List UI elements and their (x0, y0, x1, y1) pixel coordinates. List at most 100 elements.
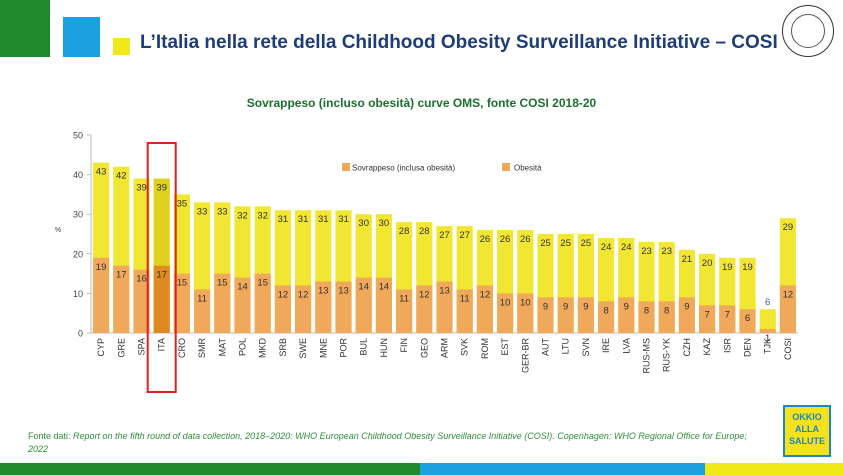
source-citation: Report on the fifth round of data collec… (28, 431, 747, 454)
y-tick-label: 40 (73, 170, 83, 180)
label-overweight-cyp: 43 (96, 167, 107, 178)
label-overweight-arm: 27 (439, 230, 450, 241)
x-tick-label: POR (339, 338, 349, 358)
label-obesity-tjk: 1 (765, 333, 770, 344)
label-overweight-svn: 25 (581, 238, 592, 249)
label-overweight-geo: 28 (419, 226, 430, 237)
label-obesity-cyp: 19 (96, 262, 107, 273)
bar-obesity-czh (678, 297, 695, 333)
label-obesity-aut: 9 (543, 301, 548, 312)
label-obesity-rus-ms: 8 (644, 305, 649, 316)
bar-obesity-den (739, 309, 756, 333)
label-obesity-por: 13 (338, 286, 349, 297)
legend-swatch-overweight (342, 163, 350, 171)
x-tick-label: RUS-MS (642, 338, 652, 374)
bar-obesity-mne (315, 281, 332, 333)
x-tick-label: DEN (743, 338, 753, 357)
label-overweight-mkd: 32 (257, 210, 268, 221)
bar-obesity-swe (295, 285, 312, 333)
label-overweight-ire: 24 (601, 242, 612, 253)
x-tick-label: LTU (561, 338, 571, 354)
x-tick-label: SMR (197, 338, 207, 359)
label-overweight-rom: 26 (480, 234, 491, 245)
x-tick-label: SWE (298, 338, 308, 359)
label-obesity-isr: 7 (725, 309, 730, 320)
slide-title: L’Italia nella rete della Childhood Obes… (140, 32, 778, 53)
source-prefix: Fonte dati: (28, 431, 74, 441)
label-obesity-smr: 11 (197, 293, 207, 304)
bar-obesity-mat (214, 273, 231, 333)
x-tick-label: ISR (722, 338, 732, 354)
label-obesity-czh: 9 (684, 301, 689, 312)
label-overweight-aut: 25 (540, 238, 551, 249)
title-bullet (113, 38, 130, 55)
x-tick-label: ROM (480, 338, 490, 359)
label-overweight-mne: 31 (318, 214, 329, 225)
label-obesity-kaz: 7 (704, 309, 709, 320)
label-overweight-smr: 33 (197, 206, 208, 217)
label-overweight-swe: 31 (298, 214, 309, 225)
y-tick-label: 0 (78, 329, 83, 339)
label-overweight-hun: 30 (379, 218, 390, 229)
bar-obesity-cro (173, 273, 190, 333)
x-tick-label: RUS-YK (662, 338, 672, 372)
label-obesity-gre: 17 (116, 270, 127, 281)
label-obesity-ltu: 9 (563, 301, 568, 312)
istituto-superiore-di-sanita-seal-icon (782, 5, 834, 57)
label-overweight-lva: 24 (621, 242, 632, 253)
label-obesity-ire: 8 (603, 305, 608, 316)
x-tick-label: MAT (217, 338, 227, 357)
legend-label-obesity: Obesità (514, 164, 542, 173)
x-tick-label: FIN (399, 338, 409, 353)
label-obesity-ita: 17 (156, 270, 167, 281)
bar-obesity-ita (153, 265, 170, 333)
label-overweight-ita: 39 (156, 183, 167, 194)
label-obesity-srb: 12 (278, 289, 289, 300)
label-overweight-cro: 35 (177, 198, 188, 209)
x-tick-label: LVA (621, 338, 631, 354)
label-overweight-isr: 19 (722, 262, 733, 273)
label-overweight-pol: 32 (237, 210, 248, 221)
label-overweight-mat: 33 (217, 206, 228, 217)
x-tick-label: SRB (278, 338, 288, 357)
source-note: Fonte dati: Report on the fifth round of… (28, 430, 748, 456)
green-header-block (0, 0, 50, 57)
bar-obesity-ire (598, 301, 615, 333)
label-obesity-svk: 11 (460, 293, 470, 304)
label-overweight-rus-ms: 23 (641, 246, 652, 257)
label-overweight-est: 26 (500, 234, 511, 245)
label-overweight-kaz: 20 (702, 258, 713, 269)
label-obesity-swe: 12 (298, 289, 309, 300)
obesity-bar-chart: 01020304050%4319CYP4217GRE3916SPA3917ITA… (55, 131, 798, 393)
okkio-alla-salute-logo: OKKIO ALLA SALUTE (783, 405, 831, 457)
bar-obesity-fin (396, 289, 413, 333)
bar-obesity-spa (133, 269, 150, 333)
ita-highlight-box (146, 142, 177, 393)
bar-obesity-arm (436, 281, 453, 333)
logo-text: OKKIO ALLA SALUTE (789, 412, 825, 446)
label-overweight-fin: 28 (399, 226, 410, 237)
x-tick-label: POL (238, 338, 248, 356)
x-tick-label: KAZ (702, 338, 712, 356)
bar-obesity-svn (577, 297, 594, 333)
x-tick-label: BUL (359, 338, 369, 356)
bar-obesity-rom (476, 285, 493, 333)
label-overweight-ltu: 25 (560, 238, 571, 249)
label-obesity-pol: 14 (237, 282, 248, 293)
y-tick-label: 20 (73, 249, 83, 259)
bar-overweight-tjk (759, 309, 776, 333)
bar-obesity-ger-br (517, 293, 534, 333)
bar-obesity-srb (274, 285, 291, 333)
bar-obesity-est (497, 293, 514, 333)
bar-obesity-bul (355, 277, 372, 333)
bar-obesity-por (335, 281, 352, 333)
label-obesity-rom: 12 (480, 289, 491, 300)
label-overweight-srb: 31 (278, 214, 289, 225)
bar-obesity-aut (537, 297, 554, 333)
label-obesity-rus-yk: 8 (664, 305, 669, 316)
label-obesity-spa: 16 (136, 274, 147, 285)
label-overweight-czh: 21 (682, 254, 693, 265)
x-tick-label: EST (500, 338, 510, 356)
label-obesity-cro: 15 (177, 278, 188, 289)
bar-obesity-gre (113, 265, 130, 333)
